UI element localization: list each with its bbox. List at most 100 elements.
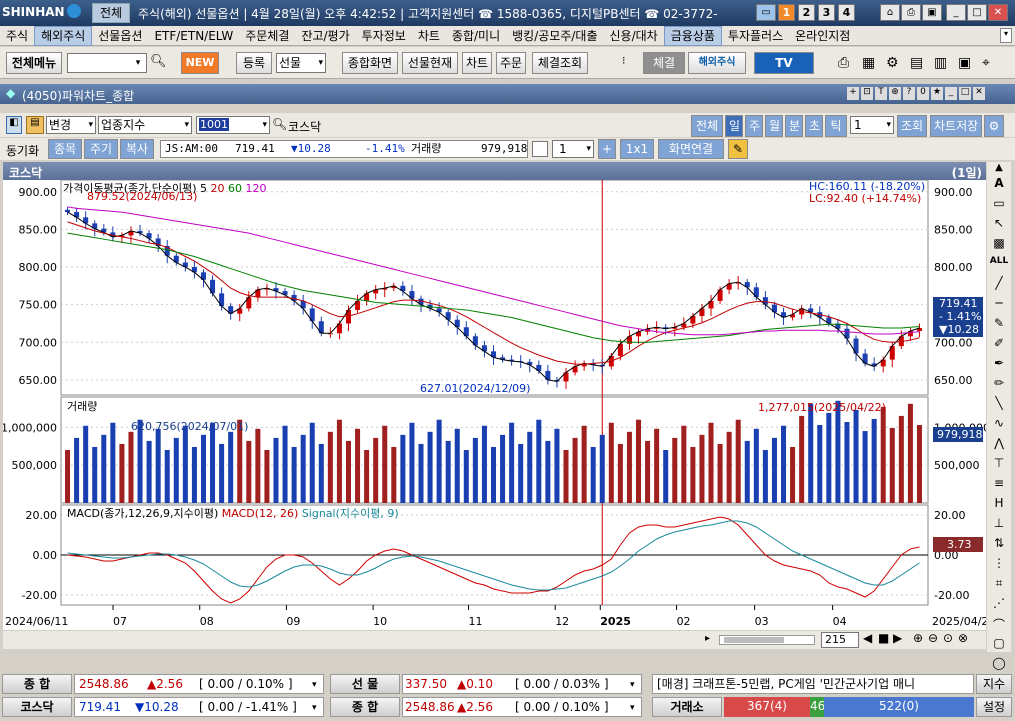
bar-count-input[interactable]: 215	[821, 632, 859, 648]
zoom-reset-icon[interactable]: ⊙	[943, 631, 954, 645]
menu-etf[interactable]: ETF/ETN/ELW	[154, 28, 234, 43]
period-tick-button[interactable]: 틱	[825, 115, 847, 137]
pen-icon[interactable]: ✎	[728, 139, 748, 159]
zoom-in-icon[interactable]: ⊕	[913, 631, 924, 645]
period-all-button[interactable]: 전체	[691, 115, 723, 137]
overlay-checkbox[interactable]	[532, 141, 548, 157]
menu-credit[interactable]: 신용/대차	[609, 28, 658, 43]
split-tool-icon[interactable]: ⇅	[993, 536, 1005, 550]
screen-1-button[interactable]: 1	[778, 4, 795, 21]
status-r2-dropdown2-icon[interactable]: ▾	[630, 703, 635, 713]
cursor-tool-icon[interactable]: ↖	[993, 216, 1005, 230]
new-button[interactable]: NEW	[181, 52, 219, 74]
print-icon[interactable]: ⎙	[901, 4, 921, 21]
period-second-button[interactable]: 초	[805, 115, 823, 137]
menu-stock[interactable]: 주식	[6, 28, 29, 43]
menu-order[interactable]: 주문체결	[245, 28, 290, 43]
scroll-left-icon[interactable]: ▸	[705, 633, 711, 644]
ellipse-tool-icon[interactable]: ◯	[992, 656, 1006, 670]
chart-area[interactable]: 900.00 900.00 850.00 850.00 800.00 800.00 750.…	[3, 180, 986, 630]
wave-tool-icon[interactable]: ⋀	[994, 436, 1004, 450]
menu-chart[interactable]: 차트	[417, 28, 440, 43]
gann-tool-icon[interactable]: ⌗	[995, 576, 1003, 590]
sync-period-button[interactable]: 주기	[84, 139, 118, 159]
zoom-out-icon[interactable]: ⊖	[928, 631, 939, 645]
scroll-thumb[interactable]	[724, 637, 784, 643]
change-select[interactable]: 변경 ▾	[46, 116, 96, 134]
trend-tool-icon[interactable]: ⊤	[993, 456, 1005, 470]
brush-tool-icon[interactable]: ✒	[993, 356, 1005, 370]
index-button[interactable]: 지수	[976, 674, 1012, 694]
win-maximize-icon[interactable]: □	[959, 87, 971, 100]
menu-financial[interactable]: 금융상품	[663, 25, 722, 46]
fan-tool-icon[interactable]: ⋰	[993, 596, 1005, 610]
scroll-track[interactable]	[719, 635, 815, 645]
cross-tool-icon[interactable]: ⊥	[993, 516, 1005, 530]
status-r2-dropdown1-icon[interactable]: ▾	[312, 703, 317, 713]
top-tab-all[interactable]: 전체	[92, 3, 130, 23]
register-button[interactable]: 등록	[236, 52, 272, 74]
channel-tool-icon[interactable]: ≡	[993, 476, 1005, 490]
screen-4-button[interactable]: 4	[838, 4, 855, 21]
order-button[interactable]: 주문	[496, 52, 526, 74]
box-tool-icon[interactable]: ▢	[993, 636, 1005, 650]
menu-invest-info[interactable]: 투자정보	[361, 28, 406, 43]
monitor-icon[interactable]: ▭	[756, 4, 776, 21]
stop-icon[interactable]: ■	[878, 631, 890, 645]
select-tool-icon[interactable]: ▭	[993, 196, 1005, 210]
period-month-button[interactable]: 월	[765, 115, 783, 137]
zigzag-tool-icon[interactable]: ∿	[993, 416, 1005, 430]
eraser-tool-icon[interactable]: ▩	[993, 236, 1005, 250]
period-week-button[interactable]: 주	[745, 115, 763, 137]
text-tool-icon[interactable]: A	[994, 176, 1004, 190]
pencil-tool-icon[interactable]: ✏	[993, 376, 1005, 390]
all-tool-icon[interactable]: ALL	[989, 256, 1009, 266]
search-icon[interactable]: 🔍︎	[150, 54, 167, 69]
chart-button[interactable]: 차트	[462, 52, 492, 74]
news-ticker[interactable]: [매경] 크래프톤-5민랩, PC게임 '민간군사기업 매니	[652, 674, 974, 694]
sync-item-button[interactable]: 종목	[48, 139, 82, 159]
minimize-icon[interactable]: _	[946, 4, 966, 21]
period-count-select[interactable]: 1 ▾	[850, 116, 894, 134]
lock-icon[interactable]: ▣	[922, 4, 942, 21]
line-tool-icon[interactable]: ╱	[995, 276, 1003, 290]
layout-icon[interactable]: ▤	[910, 55, 924, 71]
arc-tool-icon[interactable]: ⌒	[992, 618, 1005, 632]
fill-button[interactable]: 체결	[643, 52, 685, 74]
settings-gear-icon[interactable]: ⚙	[886, 55, 899, 71]
marker-tool-icon[interactable]: ✎	[993, 316, 1005, 330]
add-chart-button[interactable]: +	[598, 139, 616, 159]
screen-2-button[interactable]: 2	[798, 4, 815, 21]
all-menu-button[interactable]: 전체메뉴	[6, 52, 62, 74]
pen-tool-icon[interactable]: ✐	[993, 336, 1005, 350]
maximize-icon[interactable]: □	[967, 4, 987, 21]
menu-futures[interactable]: 선물옵션	[98, 28, 143, 43]
combined-screen-button[interactable]: 종합화면	[342, 52, 398, 74]
status-r1-dropdown1-icon[interactable]: ▾	[312, 680, 317, 690]
chart-save-button[interactable]: 차트저장	[930, 115, 982, 137]
period-day-button[interactable]: 일	[725, 115, 743, 137]
pin-icon[interactable]: ⌖	[982, 55, 990, 71]
menu-dropdown-icon[interactable]: ▾	[1000, 28, 1012, 43]
menu-invest-plus[interactable]: 투자플러스	[727, 28, 784, 43]
fill-inquiry-button[interactable]: 체결조회	[532, 52, 588, 74]
chart-count-select[interactable]: 1 ▾	[552, 140, 594, 158]
pin-window-icon[interactable]: ⊕	[889, 87, 901, 100]
menu-balance[interactable]: 잔고/평가	[301, 28, 350, 43]
close-icon[interactable]: ✕	[988, 4, 1008, 21]
query-button[interactable]: 조회	[897, 115, 927, 137]
chart-svg[interactable]: 900.00 900.00 850.00 850.00 800.00 800.00 750.…	[3, 180, 986, 630]
help-icon[interactable]: ?	[903, 87, 915, 100]
menu-search-input[interactable]	[67, 53, 147, 73]
screen-3-button[interactable]: 3	[818, 4, 835, 21]
screen-select[interactable]: 선물 ▾	[276, 53, 326, 73]
tile-icon[interactable]: T	[875, 87, 887, 100]
code-search-icon[interactable]: 🔍︎	[272, 117, 288, 131]
ray-tool-icon[interactable]: ╲	[995, 396, 1003, 410]
win-minimize-icon[interactable]: _	[945, 87, 957, 100]
menu-online[interactable]: 온라인지점	[795, 28, 851, 43]
calculator-icon[interactable]: ▦	[862, 55, 876, 71]
zero-icon[interactable]: 0	[917, 87, 929, 100]
code-input[interactable]: 1001 ▾	[196, 116, 270, 134]
go-first-icon[interactable]: ◀	[863, 631, 873, 645]
